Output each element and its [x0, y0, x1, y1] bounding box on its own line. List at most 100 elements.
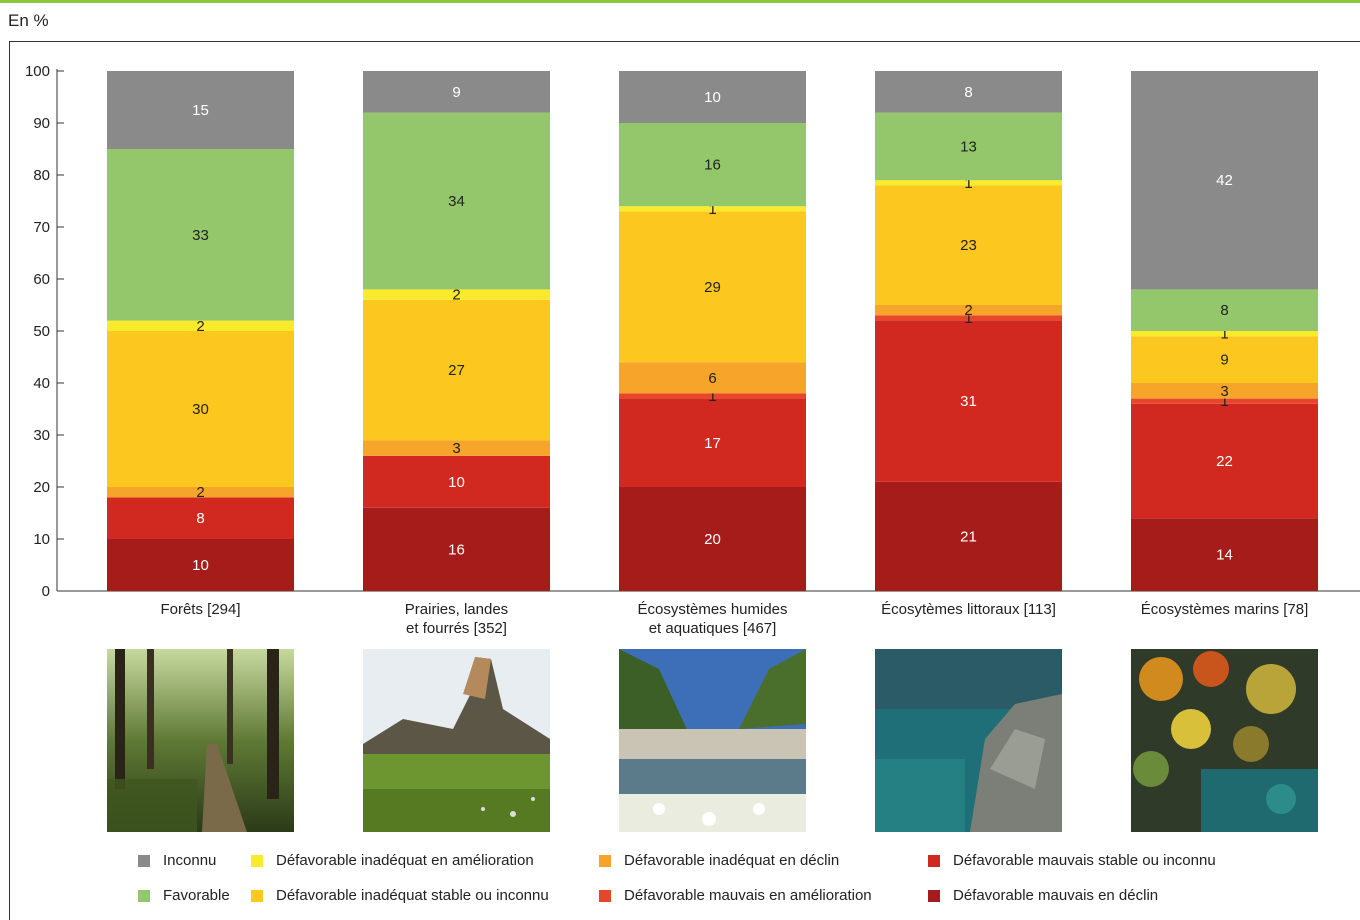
bar-segment — [1131, 383, 1318, 399]
bar-value-label: 10 — [192, 557, 209, 574]
bar-value-label: 30 — [192, 401, 209, 418]
y-tick-label: 50 — [33, 323, 50, 340]
bar-segment — [1131, 336, 1318, 383]
bar-value-label: 2 — [452, 287, 460, 304]
meadow-photo — [363, 649, 550, 832]
bar-segment — [619, 487, 806, 591]
bar-value-label: 1 — [964, 175, 972, 192]
bar-segment — [1131, 71, 1318, 290]
x-tick-label: Écosytèmes littoraux [113] — [881, 601, 1056, 618]
river-photo — [619, 649, 806, 832]
bar-value-label: 10 — [448, 474, 465, 491]
bar-value-label: 9 — [1220, 352, 1228, 369]
chart-frame — [9, 41, 1360, 920]
bar-value-label: 16 — [704, 157, 721, 174]
bar-segment — [363, 112, 550, 290]
bar-value-label: 22 — [1216, 453, 1233, 470]
bar-segment — [875, 71, 1062, 113]
bar-value-label: 3 — [1220, 383, 1228, 400]
bar-value-label: 1 — [708, 201, 716, 218]
bar-value-label: 23 — [960, 237, 977, 254]
legend-swatch — [138, 890, 150, 902]
bar-value-label: 15 — [192, 102, 209, 119]
y-tick-label: 0 — [42, 583, 50, 600]
legend-swatch — [138, 855, 150, 867]
bar-value-label: 16 — [448, 541, 465, 558]
bar-segment — [363, 440, 550, 456]
bar-segment — [363, 71, 550, 113]
legend-swatch — [599, 890, 611, 902]
bar-segment — [875, 185, 1062, 305]
bar-segment — [619, 206, 806, 212]
legend-swatch — [251, 890, 263, 902]
legend-swatch — [599, 855, 611, 867]
bar-segment — [1131, 331, 1318, 337]
y-tick-label: 70 — [33, 219, 50, 236]
bar-value-label: 6 — [708, 370, 716, 387]
bar-segment — [107, 320, 294, 331]
top-rule — [0, 0, 1360, 3]
bar-segment — [875, 305, 1062, 316]
bar-segment — [107, 539, 294, 591]
bar-value-label: 1 — [1220, 326, 1228, 343]
bar-segment — [107, 497, 294, 539]
bar-value-label: 21 — [960, 528, 977, 545]
stacked-bar-chart: 010203040506070809010010823023315Forêts … — [25, 63, 1360, 637]
x-tick-label: et aquatiques [467] — [649, 620, 777, 637]
bar-value-label: 1 — [708, 388, 716, 405]
bar-segment — [107, 149, 294, 321]
bar-segment — [1131, 398, 1318, 404]
y-tick-label: 80 — [33, 167, 50, 184]
bar-value-label: 42 — [1216, 172, 1233, 189]
bar-value-label: 34 — [448, 193, 465, 210]
bar-value-label: 14 — [1216, 547, 1233, 564]
x-tick-label: et fourrés [352] — [406, 620, 507, 637]
bar-value-label: 3 — [452, 440, 460, 457]
bar-value-label: 17 — [704, 435, 721, 452]
x-tick-label: Écosystèmes marins [78] — [1141, 601, 1309, 618]
legend-swatch — [928, 855, 940, 867]
bar-segment — [363, 289, 550, 300]
bar-value-label: 13 — [960, 138, 977, 155]
y-tick-label: 40 — [33, 375, 50, 392]
y-tick-label: 30 — [33, 427, 50, 444]
bar-segment — [619, 123, 806, 207]
bar-segment — [875, 112, 1062, 181]
forest-photo — [107, 649, 294, 832]
marine-photo — [1131, 649, 1318, 832]
legend-swatch — [928, 890, 940, 902]
y-tick-label: 60 — [33, 271, 50, 288]
bar-segment — [107, 331, 294, 487]
bar-value-label: 27 — [448, 362, 465, 379]
y-tick-label: 20 — [33, 479, 50, 496]
bar-segment — [107, 487, 294, 498]
bar-value-label: 8 — [1220, 302, 1228, 319]
bar-value-label: 20 — [704, 531, 721, 548]
bar-segment — [363, 507, 550, 591]
bar-value-label: 29 — [704, 279, 721, 296]
bar-segment — [619, 393, 806, 399]
legend-swatch — [251, 855, 263, 867]
bar-value-label: 9 — [452, 84, 460, 101]
x-tick-label: Prairies, landes — [405, 601, 508, 618]
coast-photo — [875, 649, 1062, 832]
bar-value-label: 8 — [964, 84, 972, 101]
bar-segment — [1131, 403, 1318, 519]
y-tick-label: 90 — [33, 115, 50, 132]
bar-segment — [619, 71, 806, 123]
bar-segment — [875, 320, 1062, 482]
bar-value-label: 1 — [964, 310, 972, 327]
bar-segment — [107, 71, 294, 149]
bar-segment — [875, 315, 1062, 321]
bar-segment — [1131, 289, 1318, 331]
bar-segment — [875, 481, 1062, 591]
bar-segment — [619, 362, 806, 394]
y-tick-label: 10 — [33, 531, 50, 548]
bar-segment — [363, 455, 550, 508]
bar-segment — [875, 180, 1062, 186]
bar-segment — [1131, 518, 1318, 591]
bar-value-label: 33 — [192, 227, 209, 244]
bar-segment — [619, 211, 806, 363]
bar-value-label: 2 — [196, 318, 204, 335]
bar-value-label: 1 — [1220, 393, 1228, 410]
